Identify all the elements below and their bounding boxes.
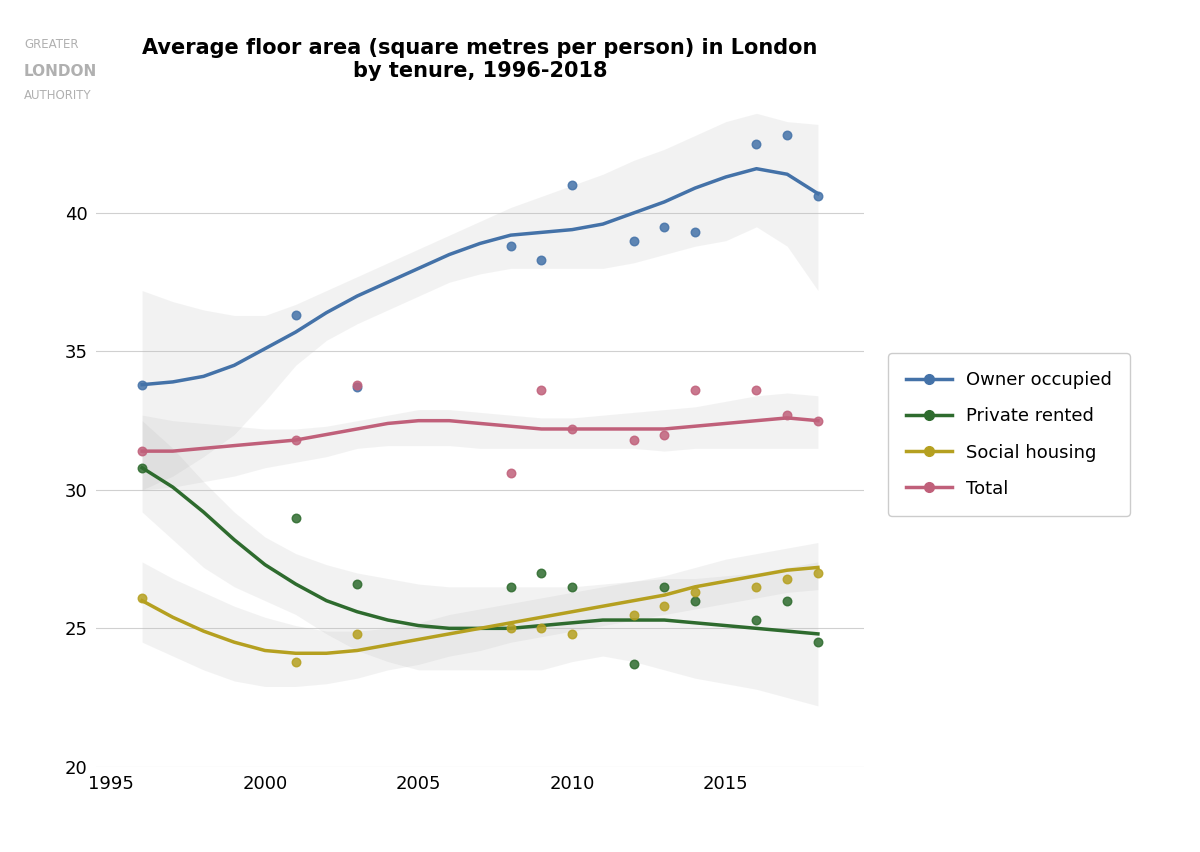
Point <box>685 226 704 239</box>
Point <box>532 383 551 397</box>
Point <box>348 627 367 641</box>
Point <box>132 378 151 392</box>
Point <box>502 621 521 635</box>
Point <box>532 621 551 635</box>
Point <box>502 580 521 594</box>
Point <box>132 444 151 458</box>
Point <box>746 613 766 627</box>
Point <box>502 239 521 253</box>
Point <box>655 580 674 594</box>
Point <box>685 594 704 607</box>
Point <box>746 137 766 151</box>
Point <box>655 428 674 441</box>
Point <box>685 383 704 397</box>
Point <box>778 572 797 585</box>
Point <box>746 383 766 397</box>
Point <box>746 580 766 594</box>
Point <box>624 607 643 621</box>
Point <box>348 577 367 590</box>
Text: LONDON: LONDON <box>24 64 97 79</box>
Point <box>624 658 643 671</box>
Point <box>655 220 674 233</box>
Point <box>778 129 797 142</box>
Point <box>809 636 828 649</box>
Point <box>532 566 551 579</box>
Point <box>286 654 305 668</box>
Point <box>563 627 582 641</box>
Legend: Owner occupied, Private rented, Social housing, Total: Owner occupied, Private rented, Social h… <box>888 354 1130 515</box>
Point <box>778 408 797 422</box>
Point <box>348 381 367 394</box>
Point <box>563 422 582 435</box>
Point <box>286 510 305 524</box>
Text: AUTHORITY: AUTHORITY <box>24 89 91 102</box>
Point <box>286 308 305 322</box>
Point <box>132 591 151 605</box>
Point <box>348 378 367 392</box>
Point <box>563 580 582 594</box>
Point <box>809 566 828 579</box>
Point <box>778 594 797 607</box>
Point <box>809 414 828 428</box>
Point <box>532 253 551 267</box>
Point <box>502 466 521 480</box>
Point <box>624 233 643 247</box>
Text: GREATER: GREATER <box>24 38 78 51</box>
Point <box>809 189 828 203</box>
Point <box>286 433 305 446</box>
Point <box>685 585 704 599</box>
Point <box>624 433 643 446</box>
Title: Average floor area (square metres per person) in London
by tenure, 1996-2018: Average floor area (square metres per pe… <box>143 38 817 81</box>
Point <box>132 461 151 475</box>
Point <box>563 178 582 192</box>
Point <box>655 599 674 613</box>
